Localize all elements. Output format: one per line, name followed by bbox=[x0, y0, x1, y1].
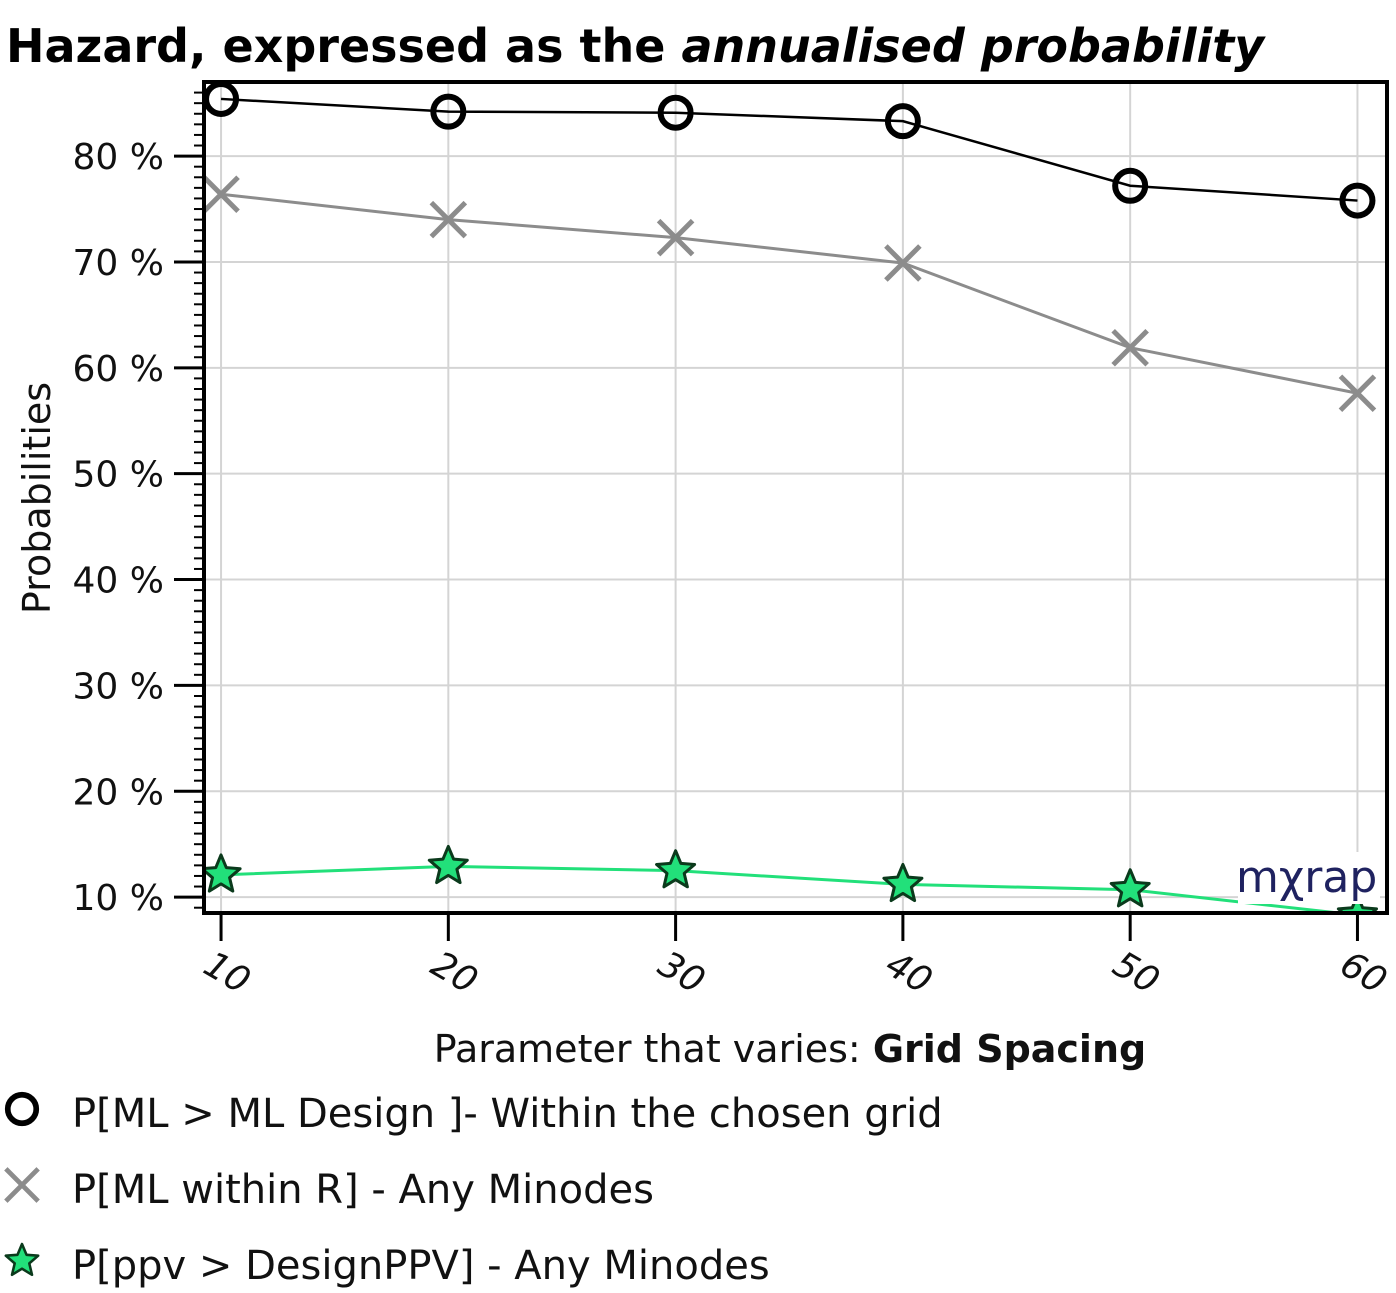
x-tick-label: 40 bbox=[879, 944, 939, 1002]
circle-marker bbox=[4, 1091, 40, 1127]
legend-label: P[ML within R] - Any Minodes bbox=[72, 1167, 654, 1213]
star-marker bbox=[655, 849, 697, 889]
circle-marker bbox=[884, 103, 921, 140]
grid bbox=[204, 82, 1387, 913]
x-label-text: Parameter that varies: bbox=[434, 1027, 873, 1071]
x-axis-label: Parameter that varies: Grid Spacing bbox=[434, 1027, 1146, 1071]
y-tick-label: 30 % bbox=[73, 666, 164, 707]
y-tick-label: 50 % bbox=[73, 455, 164, 496]
x-tick-label: 10 bbox=[197, 944, 257, 1002]
circle-marker bbox=[1339, 182, 1376, 219]
series-line bbox=[220, 97, 1358, 202]
x-label-bold: Grid Spacing bbox=[873, 1027, 1146, 1071]
x-marker-stroke bbox=[429, 200, 468, 239]
y-axis-label: Probabilities bbox=[15, 382, 59, 614]
x-marker bbox=[429, 200, 468, 239]
x-tick-label: 20 bbox=[424, 944, 484, 1002]
circle-marker bbox=[657, 94, 694, 131]
star-marker bbox=[1336, 893, 1378, 915]
legend-label: P[ML > ML Design ]- Within the chosen gr… bbox=[72, 1091, 943, 1137]
axes: 10 % 20 % 30 % 40 % 50 % 60 % 70 % 80 % 10 20 30 40… bbox=[73, 91, 1393, 1002]
x-marker bbox=[884, 244, 922, 282]
series-line bbox=[220, 864, 1358, 915]
chart-title: Hazard, expressed as the annualised prob… bbox=[6, 19, 1266, 73]
series-line bbox=[220, 192, 1358, 395]
x-marker-stroke bbox=[204, 175, 240, 213]
x-tick-label: 60 bbox=[1333, 944, 1393, 1002]
y-tick-label: 60 % bbox=[73, 349, 164, 390]
y-tick-label: 80 % bbox=[73, 137, 164, 178]
series-circle bbox=[204, 80, 1376, 219]
x-marker bbox=[204, 175, 240, 213]
x-marker bbox=[1111, 328, 1149, 367]
title-text: Hazard, expressed as the bbox=[6, 19, 681, 73]
series-x bbox=[204, 175, 1377, 412]
star-marker bbox=[882, 862, 924, 903]
plot-frame bbox=[202, 80, 1389, 915]
x-marker-stroke bbox=[1111, 328, 1149, 367]
x-marker bbox=[656, 218, 695, 257]
series-layer bbox=[204, 80, 1378, 915]
star-marker bbox=[4, 1242, 40, 1277]
watermark-logo: mχrap bbox=[1236, 852, 1377, 903]
x-marker-stroke bbox=[656, 218, 695, 257]
star-marker bbox=[427, 844, 469, 885]
x-tick-label: 30 bbox=[651, 944, 711, 1002]
series-star bbox=[204, 844, 1378, 915]
y-tick-label: 10 % bbox=[73, 878, 164, 919]
x-marker-stroke bbox=[1338, 374, 1377, 412]
x-marker-stroke bbox=[884, 244, 922, 282]
legend: P[ML > ML Design ]- Within the chosen gr… bbox=[4, 1091, 943, 1289]
circle-marker bbox=[430, 93, 467, 130]
x-marker bbox=[4, 1167, 40, 1203]
x-marker bbox=[1338, 374, 1377, 412]
star-marker bbox=[1109, 868, 1151, 908]
circle-marker bbox=[1112, 167, 1149, 204]
star-marker bbox=[204, 853, 242, 893]
x-marker-stroke bbox=[4, 1167, 40, 1203]
watermark: mχrap bbox=[1236, 852, 1380, 904]
legend-label: P[ppv > DesignPPV] - Any Minodes bbox=[72, 1243, 770, 1289]
y-tick-label: 20 % bbox=[73, 772, 164, 813]
title-italic-text: annualised probability bbox=[681, 19, 1266, 73]
y-tick-label: 40 % bbox=[73, 561, 164, 602]
y-tick-label: 70 % bbox=[73, 243, 164, 284]
x-tick-label: 50 bbox=[1106, 944, 1166, 1002]
